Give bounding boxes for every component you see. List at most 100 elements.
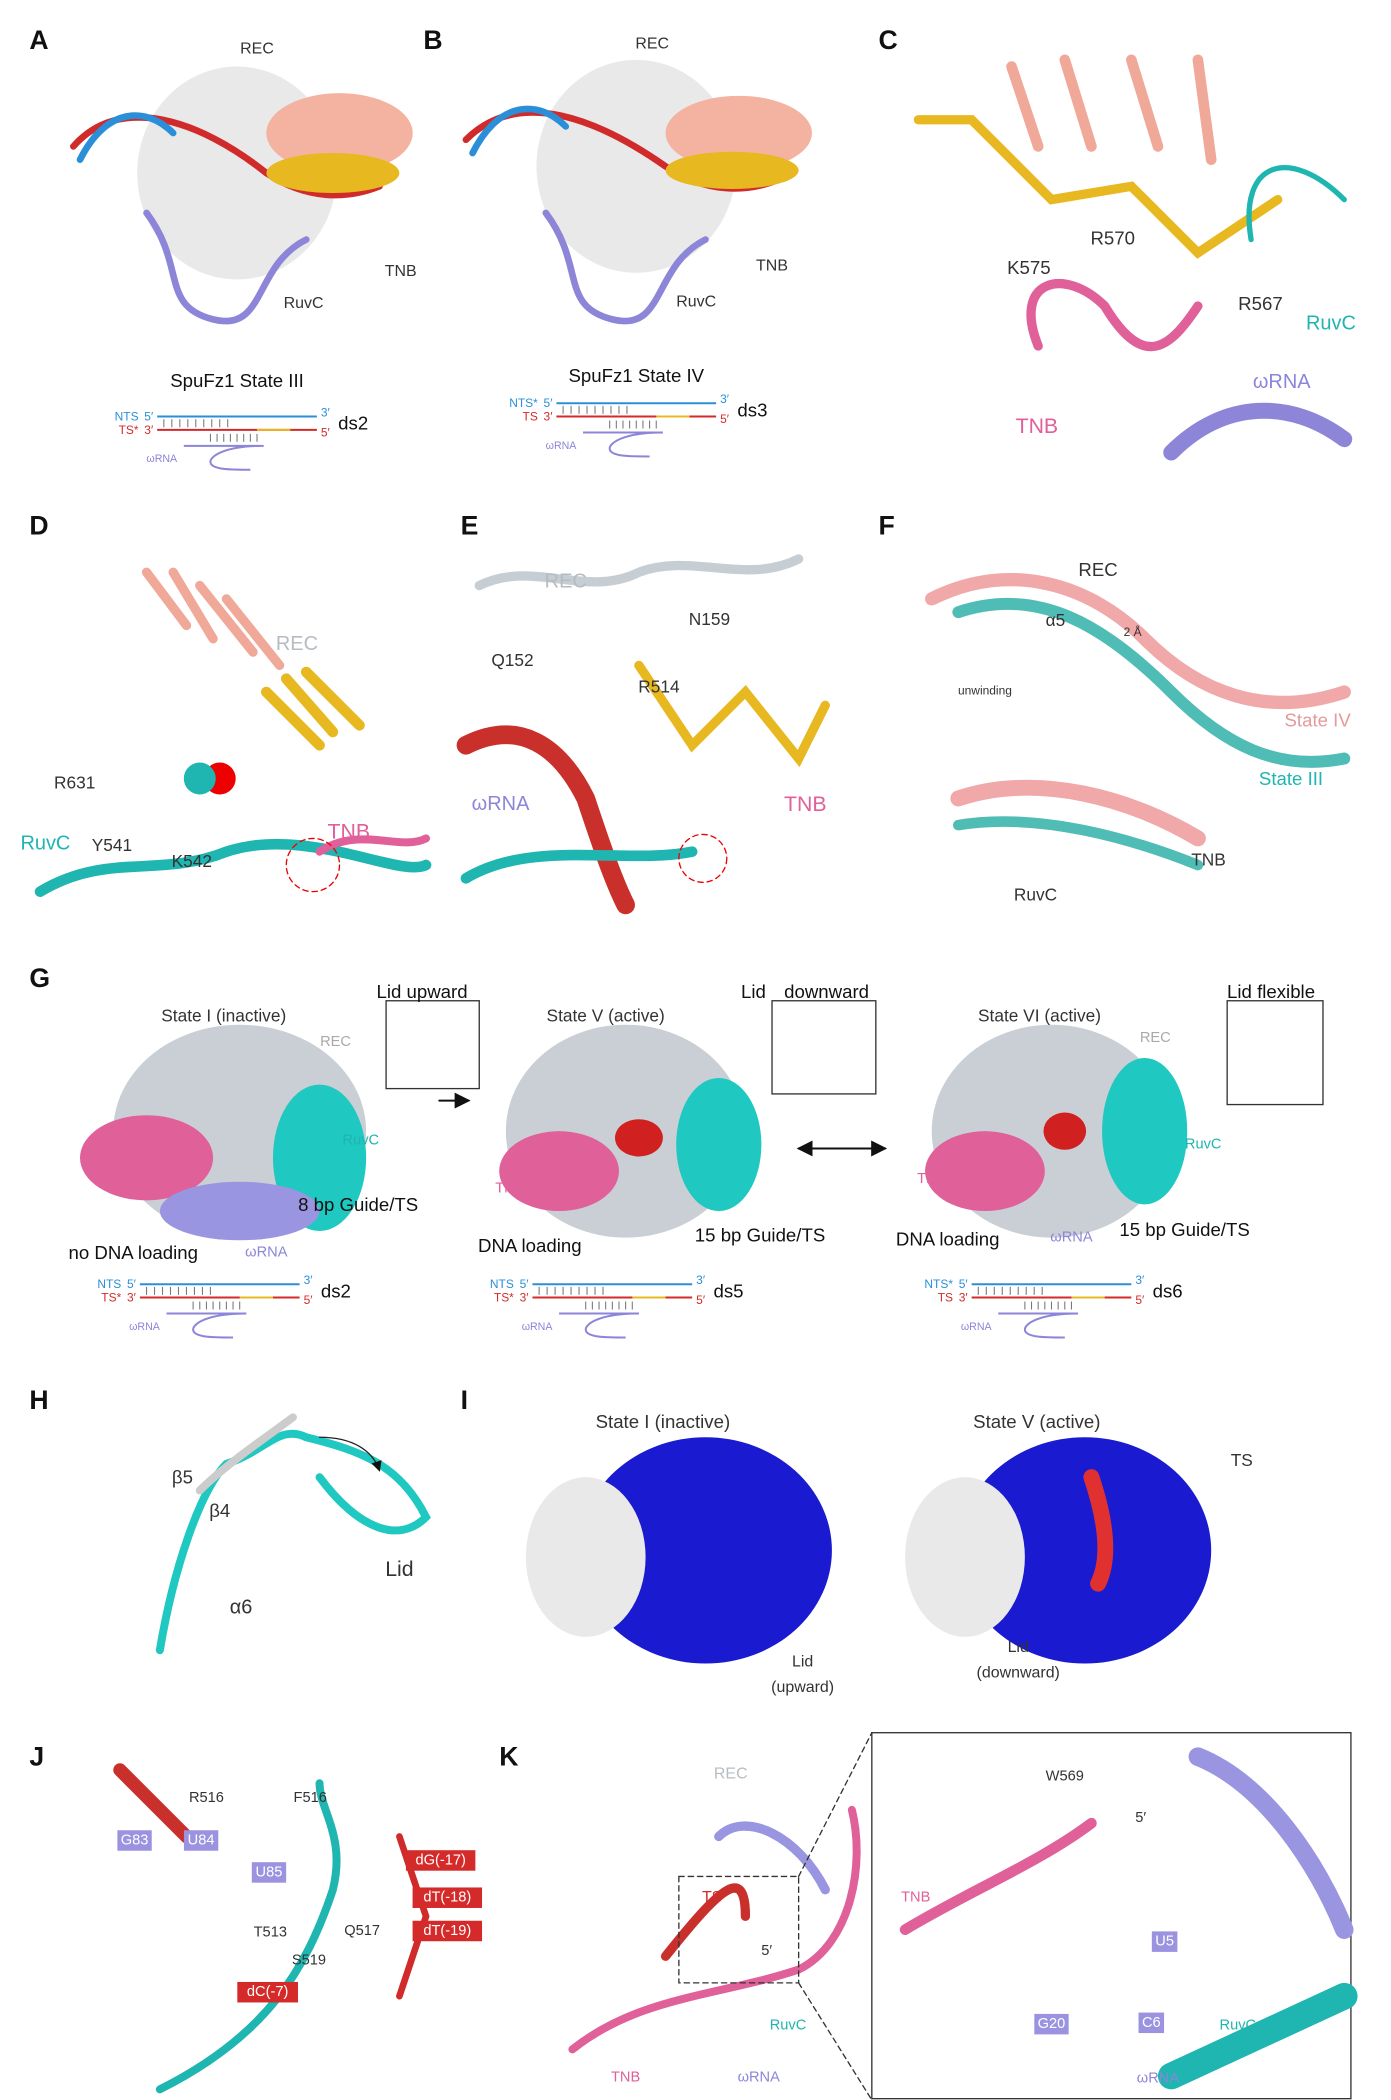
panel-letter: F <box>878 511 894 541</box>
schematic-label: ωRNA <box>546 440 578 452</box>
label: RuvC <box>343 1132 380 1148</box>
label-box <box>405 1850 476 1871</box>
label-box <box>412 1887 483 1908</box>
label: dG(-17) <box>415 1852 465 1868</box>
label: Y541 <box>92 835 132 855</box>
rna-strand <box>559 1312 639 1339</box>
label: State V (active) <box>973 1411 1100 1432</box>
label: TNB <box>1191 850 1226 870</box>
label: U84 <box>188 1832 215 1848</box>
label: U85 <box>256 1864 283 1880</box>
label: TS <box>1231 1450 1253 1470</box>
schematic-label: 5′ <box>144 410 154 424</box>
schematic-label: NTS* <box>509 396 538 410</box>
label: TS <box>702 1889 722 1906</box>
schematic-label: 3′ <box>696 1273 706 1287</box>
label-box <box>412 1920 483 1942</box>
schematic-label: NTS* <box>924 1277 953 1291</box>
schematic-label: 5′ <box>304 1293 314 1307</box>
label: REC <box>635 35 669 52</box>
schematic-label: 5′ <box>1135 1293 1145 1307</box>
label: ωRNA <box>472 793 530 815</box>
label: R570 <box>1090 228 1135 249</box>
schematic-label: TS* <box>101 1291 121 1305</box>
schematic-label: TS <box>523 410 538 424</box>
schematic-label: 3′ <box>959 1291 969 1305</box>
label: R516 <box>189 1790 224 1806</box>
panel-letter: D <box>29 511 48 541</box>
label: F516 <box>294 1790 327 1806</box>
label: RuvC <box>676 294 716 311</box>
rna-strand <box>998 1312 1079 1339</box>
rna-strand <box>166 1312 247 1339</box>
label: SpuFz1 State IV <box>568 365 704 386</box>
panel-letter: G <box>29 963 50 993</box>
panel-letter: C <box>878 25 897 55</box>
label: Lid <box>1008 1639 1029 1656</box>
label: REC <box>1078 559 1117 580</box>
label: Lid <box>385 1557 413 1581</box>
label: G83 <box>121 1832 149 1848</box>
label-box <box>1151 1931 1178 1952</box>
schematic-label: 3′ <box>720 392 730 406</box>
schematic-label: 3′ <box>544 410 554 424</box>
schematic-label: ds5 <box>713 1280 743 1301</box>
label: State VI (active) <box>978 1005 1101 1025</box>
schematic-label: 5′ <box>720 412 730 426</box>
label: Lid <box>792 1654 813 1671</box>
schematic-label: NTS <box>490 1277 514 1291</box>
schematic-label: ds2 <box>321 1280 351 1301</box>
label: ωRNA <box>245 1244 288 1260</box>
schematic-label: ωRNA <box>146 453 178 465</box>
label: Lid flexible <box>1227 981 1315 1002</box>
label: ωRNA <box>738 2069 781 2085</box>
label: R631 <box>54 773 95 793</box>
rna-strand <box>583 431 663 458</box>
label: (upward) <box>771 1679 834 1696</box>
label: 5′ <box>761 1943 772 1959</box>
label: State III <box>1259 768 1323 789</box>
schematic-label: ds3 <box>737 399 767 420</box>
label: RuvC <box>1185 1136 1222 1152</box>
schematic-label: 3′ <box>144 423 154 437</box>
panel-letter: E <box>461 511 479 541</box>
schematic-label: 5′ <box>544 396 554 410</box>
label: 15 bp Guide/TS <box>695 1224 825 1245</box>
panel-letter: H <box>29 1385 48 1415</box>
label: REC <box>276 633 318 655</box>
label: U5 <box>1155 1934 1174 1950</box>
schematic-label: ωRNA <box>129 1321 161 1333</box>
label: TNB <box>611 2069 640 2085</box>
label: State V (active) <box>547 1005 665 1025</box>
schematic-label: TS <box>938 1291 953 1305</box>
label: S519 <box>292 1952 326 1968</box>
label: State I (inactive) <box>596 1411 731 1432</box>
label: (downward) <box>977 1664 1060 1681</box>
schematic-label: NTS <box>115 410 139 424</box>
label: N159 <box>689 609 730 629</box>
label: dT(-18) <box>423 1890 471 1906</box>
label: TNB <box>1016 414 1059 438</box>
label: Q517 <box>344 1923 380 1939</box>
label: Q152 <box>491 650 533 670</box>
schematic-label: ds6 <box>1153 1280 1183 1301</box>
label: RuvC <box>1220 2017 1257 2033</box>
panel-letter: A <box>29 25 48 55</box>
schematic-label: 3′ <box>1135 1273 1145 1287</box>
label: 5′ <box>1135 1810 1146 1826</box>
label: RuvC <box>20 833 70 855</box>
label: RuvC <box>1014 884 1057 904</box>
label: RuvC <box>770 2017 807 2033</box>
label: Lid upward <box>376 981 467 1002</box>
label: C6 <box>1142 2015 1161 2031</box>
schematic-label: 3′ <box>520 1291 530 1305</box>
schematic-label: 3′ <box>127 1291 137 1305</box>
label: TNB <box>756 258 788 275</box>
label: DNA loading <box>478 1235 582 1256</box>
label: β4 <box>209 1500 230 1521</box>
schematic-label: 3′ <box>304 1273 314 1287</box>
label: DNA loading <box>896 1228 1000 1249</box>
label: α5 <box>1046 610 1066 630</box>
label: REC <box>240 41 274 58</box>
